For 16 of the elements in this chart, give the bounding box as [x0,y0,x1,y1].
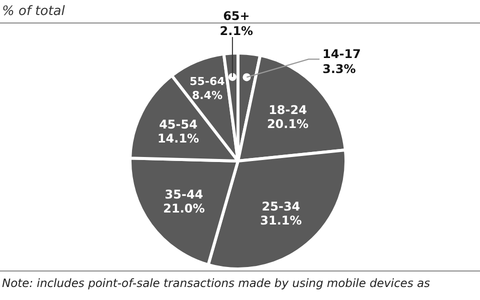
slice-label: 35-44 [164,188,204,202]
data-label: 3.3% [322,62,356,76]
text: Note: includes point-of-sale transactions made by using mobile devices as [2,276,430,290]
chart-title: % of total [2,4,66,19]
slice-label: 45-54 [159,118,198,132]
slice-label: 55-64 [190,75,226,88]
slice-label: 14-17 [322,47,361,62]
data-label: 21.0% [163,202,205,216]
data-label: 14.1% [157,132,200,146]
data-label: 8.4% [192,89,222,102]
data-label: 31.1% [260,213,302,228]
slice-label: 18-24 [268,103,307,118]
data-label: 2.1% [220,24,254,38]
slice-label: 25-34 [262,199,300,214]
slice-label: 65+ [223,9,250,23]
data-label: 20.1% [266,117,309,132]
